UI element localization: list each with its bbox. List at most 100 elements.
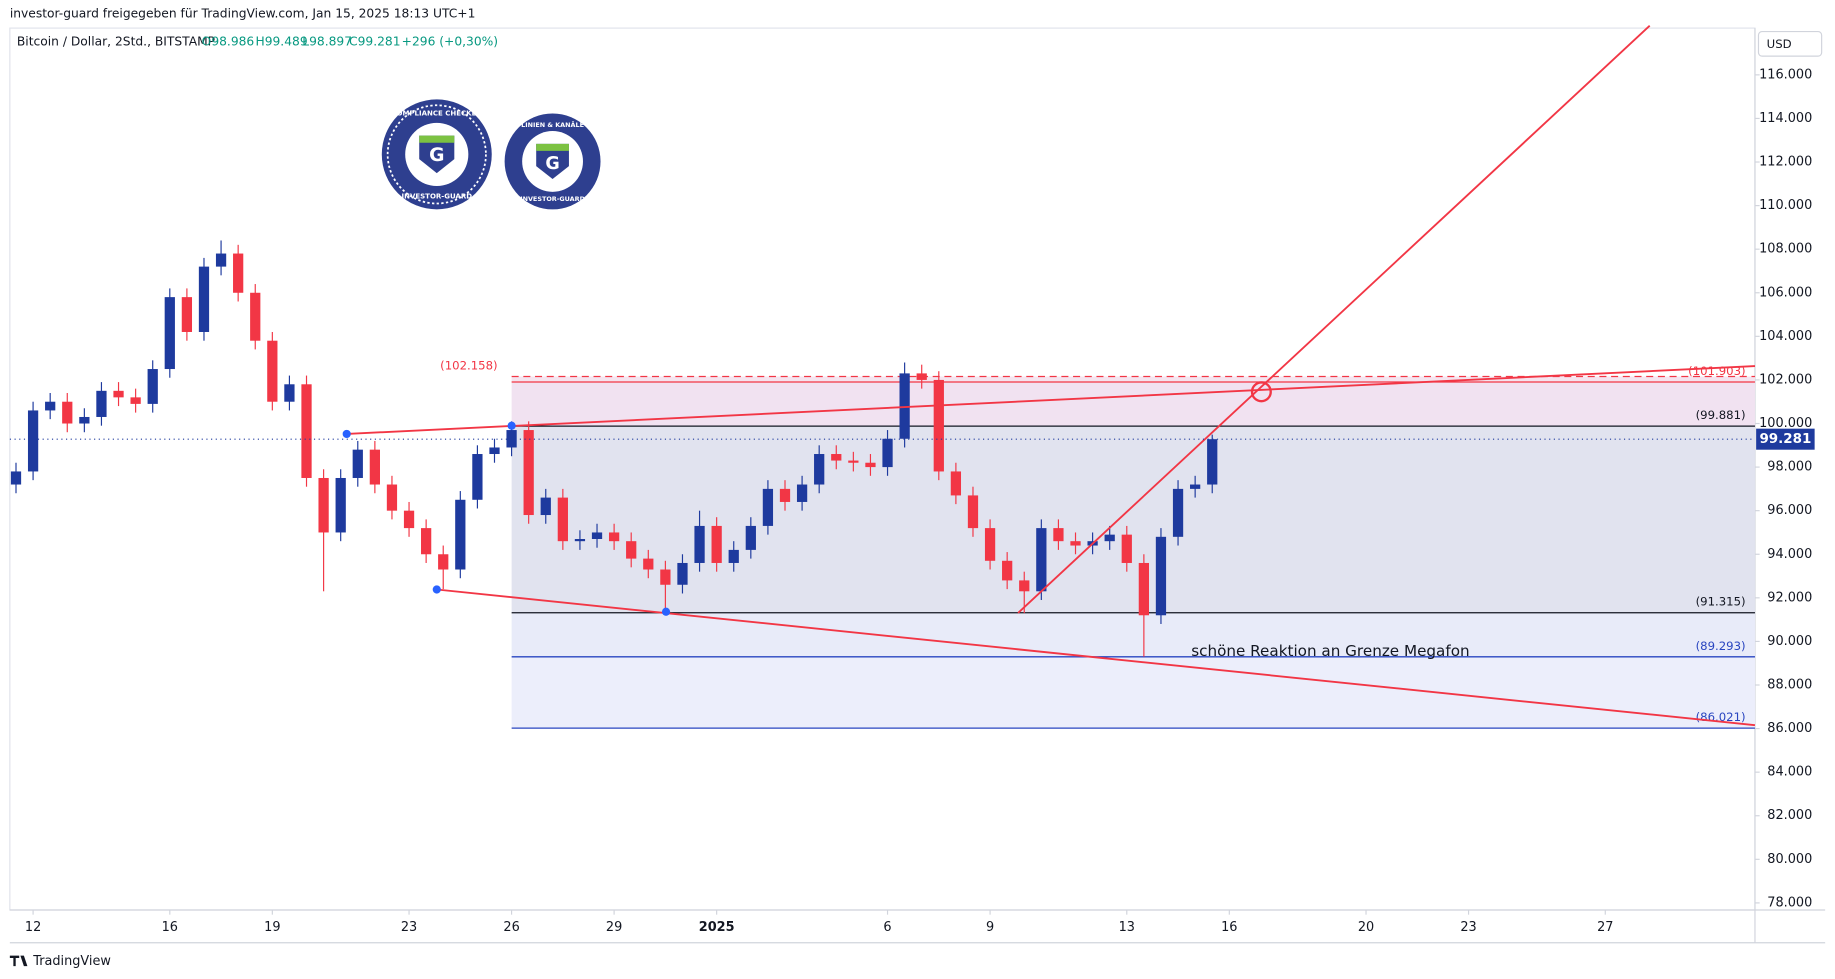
badge-text: LINIEN & KANÄLE: [521, 120, 584, 129]
candle-body: [848, 460, 859, 463]
ohlc-high: H99.489: [255, 35, 307, 49]
y-tick-label: 104.000: [1759, 329, 1812, 344]
y-tick-label: 78.000: [1767, 895, 1812, 910]
candle-body: [626, 541, 637, 559]
tv-logo: [9, 955, 28, 967]
last-price-box: [1756, 428, 1815, 450]
footer: TradingView: [32, 954, 111, 969]
y-tick-label: 112.000: [1759, 155, 1812, 170]
candle-body: [1053, 528, 1064, 542]
candle-body: [79, 416, 90, 424]
badge-text: INVESTOR-GUARD: [401, 192, 472, 201]
x-tick-label: 16: [1221, 920, 1237, 935]
ohlc-low: L98.897: [302, 35, 352, 49]
trend-line: [1017, 25, 1651, 614]
x-tick-label: 12: [25, 920, 41, 935]
anchor-point: [342, 429, 351, 439]
ohlc-open: O98.986: [202, 35, 255, 49]
candle-body: [198, 266, 210, 332]
candle-body: [762, 488, 774, 526]
badge-shield: [419, 135, 455, 174]
candle-body: [96, 390, 107, 417]
ohlc-close: C99.281: [349, 35, 400, 49]
candle-body: [335, 477, 346, 533]
candle-body: [711, 525, 722, 563]
anchor-points: [342, 421, 671, 616]
footer-logo: TradingView: [9, 954, 111, 969]
candle-body: [899, 373, 910, 439]
level-band: [511, 656, 1755, 729]
candle-body: [984, 528, 996, 561]
candle-body: [352, 449, 363, 478]
candle-body: [1172, 488, 1184, 537]
candle-body: [403, 510, 415, 529]
candle-body: [164, 297, 175, 370]
x-tick-label: 2025: [699, 920, 735, 935]
candle-body: [1207, 439, 1218, 485]
trend-line: [436, 588, 1756, 727]
y-tick-label: 98.000: [1767, 460, 1812, 475]
candle-body: [130, 397, 141, 404]
level-label: (89.293): [1696, 639, 1746, 653]
candle-body: [250, 292, 261, 341]
candle-body: [1121, 534, 1132, 563]
candle-body: [455, 499, 466, 570]
candle-body: [660, 569, 671, 585]
candle-body: [967, 495, 979, 529]
candle-body: [10, 471, 22, 485]
y-tick-label: 108.000: [1759, 242, 1812, 257]
y-tick-label: 88.000: [1767, 678, 1812, 693]
candle-body: [233, 253, 244, 293]
anchor-point: [661, 607, 671, 616]
y-tick-label: 86.000: [1767, 721, 1812, 736]
candle-body: [557, 497, 568, 542]
candle-body: [267, 340, 278, 402]
level-label: (91.315): [1696, 595, 1746, 609]
candle-body: [369, 449, 380, 485]
candle-body: [284, 384, 295, 402]
candle-body: [386, 484, 398, 511]
candle-body: [779, 488, 791, 502]
candle-body: [301, 384, 312, 478]
candle-body: [643, 558, 654, 570]
level-band: [511, 426, 1755, 613]
badge-letter: G: [545, 154, 559, 174]
badge-shield: [536, 143, 569, 179]
x-tick-label: 29: [606, 920, 622, 935]
badge: G LINIEN & KANÄLE INVESTOR-GUARD: [504, 113, 601, 210]
x-tick-label: 26: [503, 920, 519, 935]
candle-body: [438, 554, 449, 570]
y-tick-label: 84.000: [1767, 765, 1812, 780]
candle-body: [916, 373, 927, 380]
candle-body: [1036, 528, 1047, 592]
y-tick-label: 82.000: [1767, 808, 1812, 823]
anchor-point: [507, 421, 516, 430]
x-tick-label: 23: [1460, 920, 1476, 935]
level-label: (102.158): [440, 358, 497, 372]
bands: (102.158) (101.903)(99.881)(91.315)(89.29…: [440, 358, 1755, 729]
candle-body: [933, 379, 944, 472]
x-tick-label: 13: [1119, 920, 1135, 935]
badge: G COMPLIANCE CHECKED INVESTOR-GUARD: [381, 99, 492, 210]
badge-letter: G: [429, 145, 444, 166]
y-tick-label: 106.000: [1759, 285, 1812, 300]
y-tick-label: 92.000: [1767, 590, 1812, 605]
last-price: 99.281: [9, 428, 1815, 450]
y-tick-label: 114.000: [1759, 111, 1812, 126]
candle-body: [745, 525, 756, 550]
candle-body: [181, 297, 193, 332]
currency-box[interactable]: [1757, 30, 1823, 57]
legend: Bitcoin / Dollar, 2Std., BITSTAMP O98.98…: [17, 35, 498, 49]
ticks: 78.000 80.000 82.000 84.000 86.000 88.000 90.0…: [25, 67, 1812, 935]
x-tick-label: 9: [986, 920, 994, 935]
badge-text: COMPLIANCE CHECKED: [391, 108, 482, 117]
badge-shield-top: [536, 143, 569, 151]
ohlc-change: +296 (+0,30%): [402, 35, 498, 49]
x-tick-label: 23: [401, 920, 417, 935]
candle-body: [523, 430, 534, 516]
symbol-title: Bitcoin / Dollar, 2Std., BITSTAMP: [17, 35, 215, 49]
x-tick-label: 16: [162, 920, 178, 935]
candle-body: [796, 484, 808, 502]
candle-body: [147, 369, 158, 404]
